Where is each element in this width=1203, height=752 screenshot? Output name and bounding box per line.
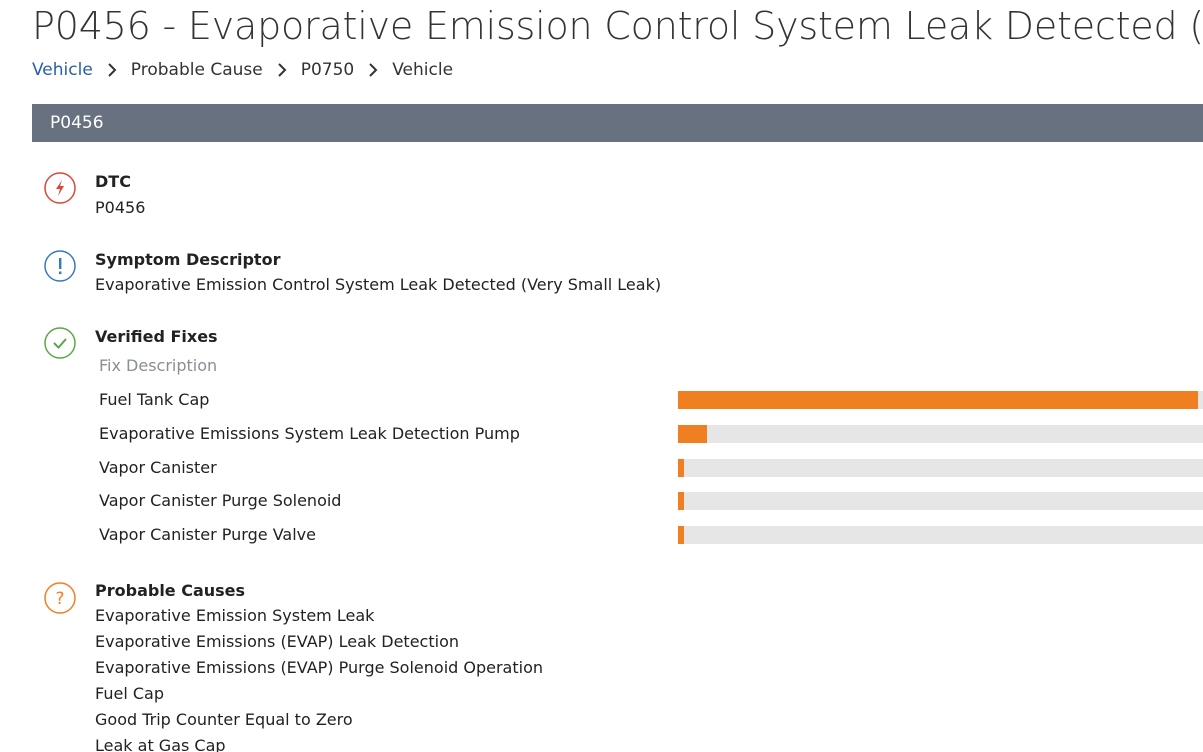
fix-bar <box>678 526 685 545</box>
panel-title: P0456 <box>50 113 104 133</box>
page-title: P0456 - Evaporative Emission Control Sys… <box>32 4 1203 48</box>
fixes-icon <box>44 327 76 359</box>
cause-item: Good Trip Counter Equal to Zero <box>95 710 353 729</box>
bar-track <box>678 458 1203 477</box>
fix-name: Evaporative Emissions System Leak Detect… <box>99 423 520 443</box>
bar-track <box>678 424 1203 443</box>
section-label: Symptom Descriptor <box>95 250 281 269</box>
breadcrumb: Vehicle Probable Cause P0750 Vehicle <box>32 60 453 80</box>
column-header: Fix Description <box>99 356 218 375</box>
svg-text:?: ? <box>55 589 64 609</box>
fix-bar <box>678 424 707 443</box>
bar-track <box>678 492 1203 511</box>
cause-item: Evaporative Emission System Leak <box>95 606 375 625</box>
fix-name: Vapor Canister Purge Solenoid <box>99 491 342 511</box>
bar-track <box>678 526 1203 545</box>
causes-icon: ? <box>44 582 76 614</box>
section-value: Evaporative Emission Control System Leak… <box>95 275 662 294</box>
chevron <box>278 63 287 77</box>
fix-bar <box>678 492 685 511</box>
fix-name: Vapor Canister Purge Valve <box>99 525 316 545</box>
panel-header: P0456 <box>32 104 1203 142</box>
section-label: DTC <box>95 172 131 191</box>
cause-item: Evaporative Emissions (EVAP) Leak Detect… <box>95 632 459 651</box>
cause-item: Leak at Gas Cap <box>95 736 226 752</box>
breadcrumb-link[interactable]: Vehicle <box>32 60 93 80</box>
fix-bar <box>678 391 1198 409</box>
breadcrumb-item: P0750 <box>300 60 355 80</box>
symptom-icon <box>44 250 76 282</box>
fix-bar <box>678 458 685 477</box>
cause-item: Evaporative Emissions (EVAP) Purge Solen… <box>95 658 543 677</box>
fix-name: Vapor Canister <box>99 457 217 477</box>
cause-item: Fuel Cap <box>95 684 164 703</box>
section-label: Verified Fixes <box>95 327 218 346</box>
dtc-icon <box>44 172 76 204</box>
section-value: P0456 <box>95 198 146 217</box>
section-label: Probable Causes <box>95 581 246 600</box>
chevron <box>108 63 117 77</box>
breadcrumb-item: Vehicle <box>392 60 454 80</box>
fix-name: Fuel Tank Cap <box>99 390 210 409</box>
chevron <box>369 63 378 77</box>
breadcrumb-item: Probable Cause <box>130 60 263 80</box>
